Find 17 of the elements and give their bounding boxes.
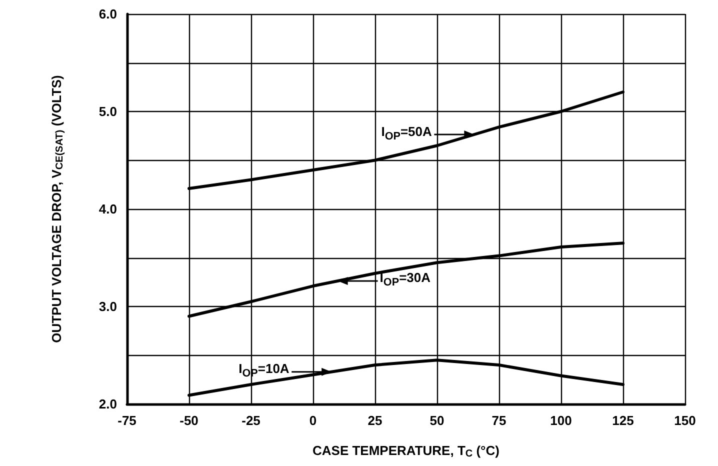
x-tick-label: 125	[612, 413, 634, 428]
x-tick-label: 25	[368, 413, 382, 428]
x-tick-label: -75	[118, 413, 136, 428]
x-tick-label: -25	[242, 413, 260, 428]
x-tick-label: 100	[550, 413, 572, 428]
y-tick-label: 2.0	[98, 396, 117, 412]
x-tick-label: 0	[309, 413, 317, 428]
x-tick-label: 75	[492, 413, 506, 428]
x-tick-label: 150	[674, 413, 696, 428]
y-axis-title: OUTPUT VOLTAGE DROP, VCE(SAT) (VOLTS)	[49, 75, 66, 343]
y-tick-label: 3.0	[98, 299, 117, 314]
legend-label: I$_{OP}$=50A	[380, 124, 433, 145]
x-tick-label: -50	[180, 413, 198, 428]
y-tick-label: 4.0	[98, 202, 117, 216]
x-tick-label: 50	[430, 413, 444, 428]
y-tick-label: 5.0	[98, 104, 117, 119]
y-tick-label: 6.0	[98, 6, 117, 22]
